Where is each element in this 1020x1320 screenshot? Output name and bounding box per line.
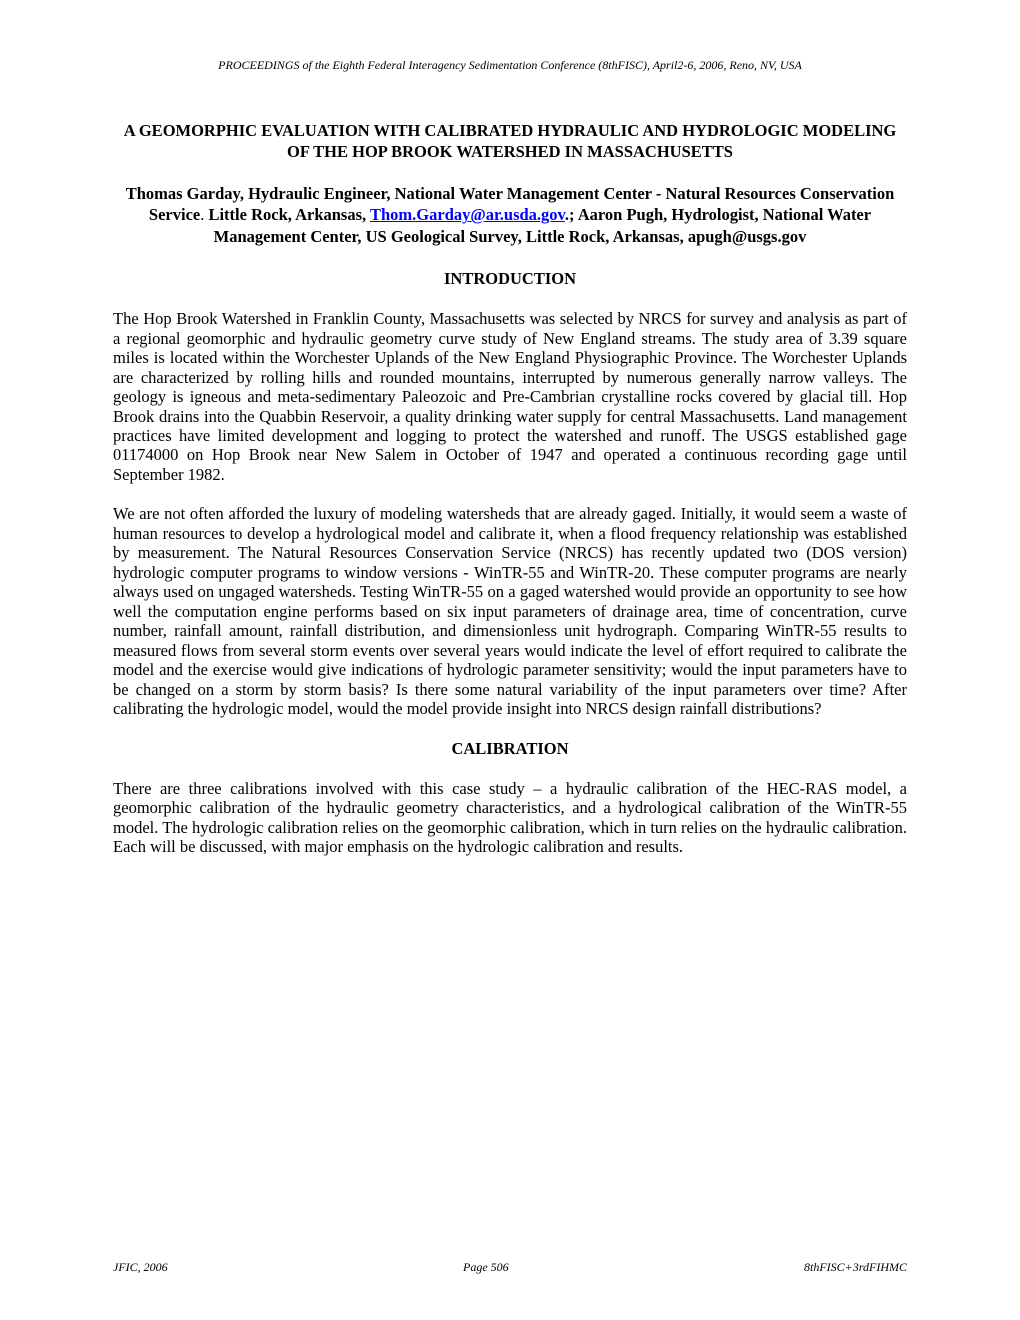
- author-separator: ,: [362, 205, 370, 224]
- page-footer: JFIC, 2006 Page 506 8thFISC+3rdFIHMC: [113, 1260, 907, 1275]
- section-heading-calibration: CALIBRATION: [113, 739, 907, 759]
- author-email-link[interactable]: Thom.Garday@ar.usda.gov: [370, 205, 565, 224]
- footer-left: JFIC, 2006: [113, 1260, 168, 1275]
- footer-center: Page 506: [463, 1260, 509, 1275]
- proceedings-header: PROCEEDINGS of the Eighth Federal Intera…: [113, 58, 907, 73]
- author-location: Little Rock, Arkansas: [208, 205, 362, 224]
- document-page: PROCEEDINGS of the Eighth Federal Intera…: [0, 0, 1020, 1320]
- authors-block: Thomas Garday, Hydraulic Engineer, Natio…: [113, 183, 907, 247]
- footer-right: 8thFISC+3rdFIHMC: [804, 1260, 907, 1275]
- calibration-para-1: There are three calibrations involved wi…: [113, 779, 907, 857]
- introduction-para-1: The Hop Brook Watershed in Franklin Coun…: [113, 309, 907, 484]
- section-heading-introduction: INTRODUCTION: [113, 269, 907, 289]
- paper-title: A GEOMORPHIC EVALUATION WITH CALIBRATED …: [113, 120, 907, 163]
- introduction-para-2: We are not often afforded the luxury of …: [113, 504, 907, 718]
